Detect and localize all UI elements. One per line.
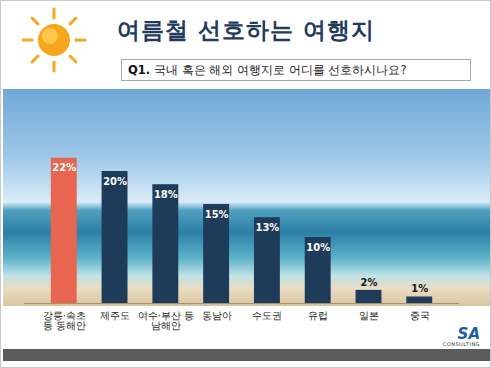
html-text:SA: SA [457,325,480,343]
svg-text:일본: 일본 [359,310,379,321]
html-text:여름철 선호하는 여행지: 여름철 선호하는 여행지 [117,17,376,43]
svg-text:10%: 10% [306,242,330,253]
svg-text:여수·부산 등남해안: 여수·부산 등남해안 [138,310,194,331]
svg-text:13%: 13% [256,222,280,233]
svg-text:20%: 20% [103,176,127,187]
svg-text:강릉·속초등 동해안: 강릉·속초등 동해안 [43,310,86,331]
svg-text:1%: 1% [411,283,428,294]
svg-text:제주도: 제주도 [100,310,130,321]
svg-text:22%: 22% [52,162,76,173]
svg-text:유럽: 유럽 [308,310,328,321]
svg-text:중국: 중국 [410,310,430,321]
svg-text:18%: 18% [154,189,178,200]
svg-text:2%: 2% [361,277,378,288]
svg-text:동남아: 동남아 [202,310,232,321]
html-text:Q1. 국내 혹은 해외 여행지로 어디를 선호하시나요?: Q1. 국내 혹은 해외 여행지로 어디를 선호하시나요? [128,63,407,77]
html-text:CONSULTING: CONSULTING [442,341,480,347]
svg-text:15%: 15% [205,209,229,220]
svg-text:수도권: 수도권 [252,310,282,321]
